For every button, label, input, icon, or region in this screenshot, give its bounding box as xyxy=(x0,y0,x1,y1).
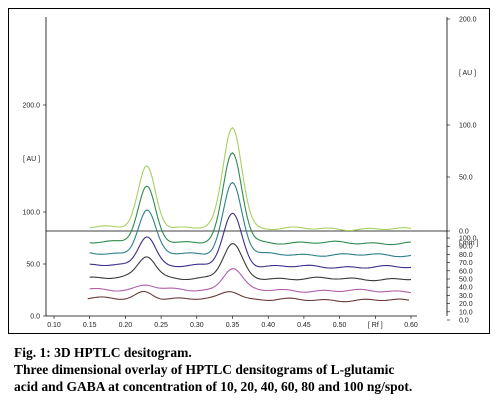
densitogram-curve xyxy=(89,152,412,246)
y-right-tick-label: 100.0 xyxy=(459,123,477,130)
densitogram-curve xyxy=(89,126,412,232)
z-tick-label: 70.0 xyxy=(459,260,473,267)
z-tick-label: 100.0 xyxy=(459,236,477,243)
y-right-axis-label: [ AU ] xyxy=(459,70,476,77)
z-tick-label: 50.0 xyxy=(459,277,473,284)
z-tick-label: 0.0 xyxy=(459,318,469,325)
z-tick-label: 80.0 xyxy=(459,252,473,259)
x-tick-label: 0.30 xyxy=(190,322,204,329)
chart-curves xyxy=(87,126,412,303)
chart-axes xyxy=(43,17,450,321)
x-tick-label: 0.40 xyxy=(261,322,275,329)
densitogram-curve xyxy=(89,181,412,258)
y-right-tick-label: 50.0 xyxy=(459,175,473,182)
z-axis-label: [ mm ] xyxy=(459,240,478,247)
x-tick-label: 0.10 xyxy=(47,322,61,329)
caption-line-2: Three dimensional overlay of HPTLC densi… xyxy=(14,362,395,377)
x-tick-label: [ Rf ] xyxy=(368,322,383,329)
figure-caption: Fig. 1: 3D HPTLC desitogram. Three dimen… xyxy=(14,344,494,395)
y-left-tick-label: 50.0 xyxy=(26,262,40,269)
x-tick-label: 0.35 xyxy=(226,322,240,329)
x-tick-label: 0.50 xyxy=(333,322,347,329)
z-tick-label: 60.0 xyxy=(459,268,473,275)
densitogram-curve xyxy=(89,212,412,269)
x-tick-label: 0.60 xyxy=(404,322,418,329)
caption-title: Fig. 1: 3D HPTLC desitogram. xyxy=(14,345,192,360)
z-tick-label: 90.0 xyxy=(459,244,473,251)
z-tick-label: 10.0 xyxy=(459,309,473,316)
x-tick-label: 0.20 xyxy=(119,322,133,329)
x-tick-label: 0.45 xyxy=(297,322,311,329)
x-tick-label: 0.25 xyxy=(154,322,168,329)
y-right-tick-label: 200.0 xyxy=(459,17,477,24)
y-left-tick-label: 0.0 xyxy=(30,314,40,321)
densitogram-curve xyxy=(89,268,412,294)
densitogram-curve xyxy=(87,290,410,303)
z-tick-label: 20.0 xyxy=(459,301,473,308)
densitogram-curve xyxy=(89,243,412,282)
z-tick-label: 40.0 xyxy=(459,285,473,292)
chart-frame: 0.10 0.15 0.20 0.25 0.30 0.35 0.40 0.45 0.50 [ Rf… xyxy=(8,8,490,334)
z-tick-label: 30.0 xyxy=(459,293,473,300)
chart-labels: 0.10 0.15 0.20 0.25 0.30 0.35 0.40 0.45 0.50 [ Rf… xyxy=(22,17,478,330)
x-tick-label: 0.15 xyxy=(83,322,97,329)
caption-line-3: acid and GABA at concentration of 10, 20… xyxy=(14,379,413,394)
y-left-tick-label: 100.0 xyxy=(22,210,40,217)
y-right-tick-label: 0.0 xyxy=(459,229,469,236)
y-left-axis-label: [ AU ] xyxy=(23,156,40,163)
densitogram-chart: 0.10 0.15 0.20 0.25 0.30 0.35 0.40 0.45 0.50 [ Rf… xyxy=(22,17,478,330)
y-left-tick-label: 200.0 xyxy=(22,103,40,110)
